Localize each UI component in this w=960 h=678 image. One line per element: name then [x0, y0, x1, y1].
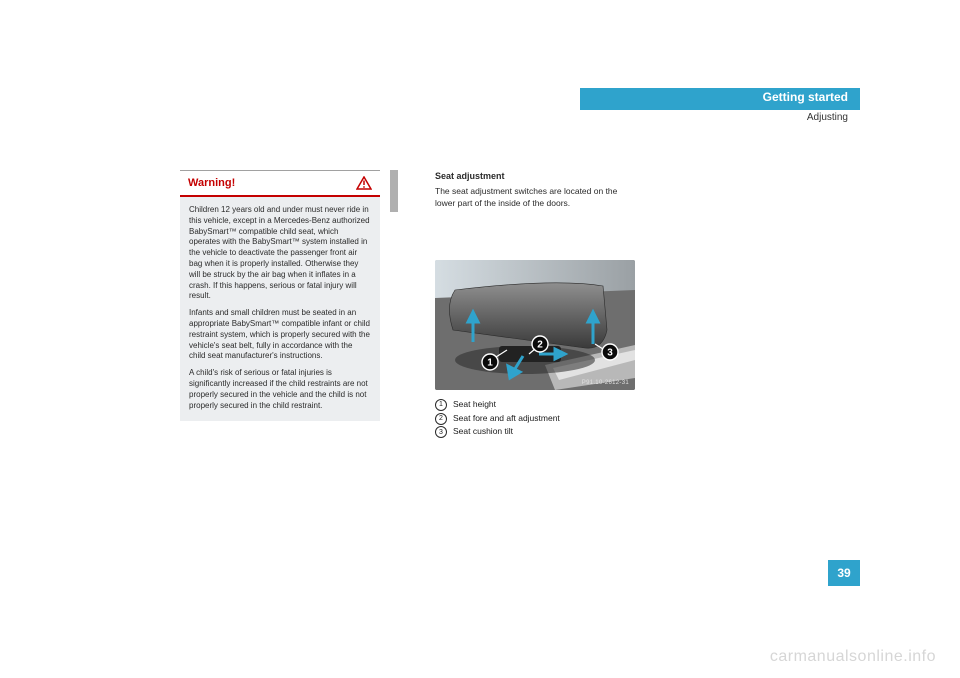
seat-heading: Seat adjustment — [435, 170, 635, 182]
page-root: Getting started Adjusting Warning! Child… — [0, 0, 960, 678]
seat-intro: The seat adjustment switches are located… — [435, 186, 635, 209]
legend-num: 1 — [435, 399, 447, 411]
seat-legend: 1 Seat height 2 Seat fore and aft adjust… — [435, 398, 635, 439]
page-number-badge: 39 — [828, 560, 860, 586]
warning-para-2b: A child's risk of serious or fatal injur… — [189, 368, 371, 411]
figure-id: P91.10-2612-31 — [582, 380, 629, 386]
warning-para-2a: Infants and small children must be seate… — [189, 308, 371, 362]
header-sub-label: Adjusting — [807, 112, 848, 123]
warning-title: Warning! — [188, 177, 235, 189]
warning-icon — [356, 176, 372, 190]
watermark: carmanualsonline.info — [770, 648, 936, 666]
legend-row: 2 Seat fore and aft adjustment — [435, 412, 635, 426]
svg-text:3: 3 — [607, 348, 613, 359]
header-tab-label: Getting started — [763, 90, 848, 104]
warning-body: Children 12 years old and under must nev… — [180, 197, 380, 421]
page-number: 39 — [837, 566, 850, 580]
svg-text:1: 1 — [487, 358, 493, 369]
legend-row: 1 Seat height — [435, 398, 635, 412]
legend-text: Seat height — [453, 398, 496, 412]
header-tab: Getting started — [580, 88, 860, 110]
legend-text: Seat cushion tilt — [453, 425, 513, 439]
legend-num: 3 — [435, 426, 447, 438]
legend-row: 3 Seat cushion tilt — [435, 425, 635, 439]
warning-para-1: Children 12 years old and under must nev… — [189, 205, 371, 302]
seat-figure: 1 2 3 P91.10-2612-31 — [435, 260, 635, 390]
svg-text:2: 2 — [537, 340, 543, 351]
warning-box: Warning! Children 12 years old and under… — [180, 170, 380, 421]
seat-section: Seat adjustment The seat adjustment swit… — [435, 170, 635, 214]
legend-num: 2 — [435, 413, 447, 425]
gray-index-marker — [390, 170, 398, 212]
warning-title-bar: Warning! — [180, 170, 380, 197]
seat-figure-svg: 1 2 3 — [435, 260, 635, 390]
legend-text: Seat fore and aft adjustment — [453, 412, 560, 426]
